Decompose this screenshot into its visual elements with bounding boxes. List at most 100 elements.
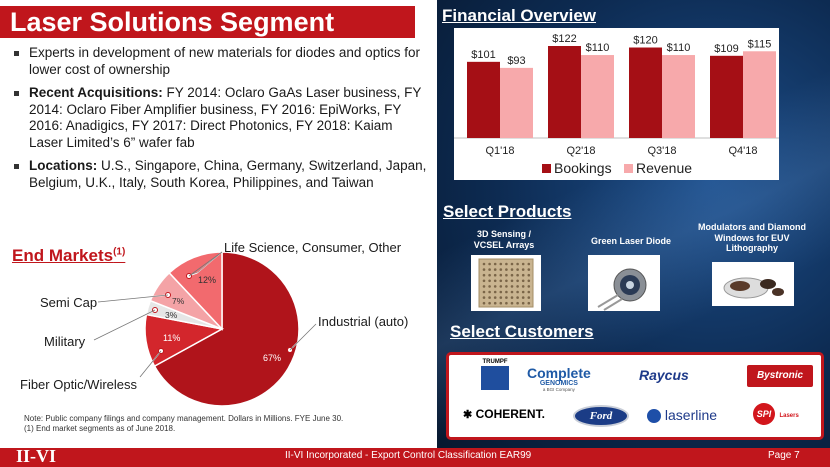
bullet-text: FY 2014: Oclaro GaAs Laser business, FY … bbox=[29, 85, 422, 150]
spi-badge: SPI bbox=[753, 403, 775, 425]
vcsel-emitter bbox=[499, 290, 503, 294]
vcsel-emitter bbox=[521, 301, 525, 305]
vcsel-emitter bbox=[521, 273, 525, 277]
vcsel-emitter bbox=[499, 262, 503, 266]
vcsel-emitter bbox=[527, 262, 531, 266]
vcsel-emitter bbox=[482, 301, 486, 305]
bar-value-label: $93 bbox=[507, 55, 525, 67]
vcsel-emitter bbox=[510, 273, 514, 277]
footer-classification-text: II-VI Incorporated - Export Control Clas… bbox=[285, 450, 532, 461]
legend-industrial: Industrial (auto) bbox=[318, 314, 409, 329]
vcsel-emitter bbox=[527, 301, 531, 305]
vcsel-emitter bbox=[499, 296, 503, 299]
vcsel-emitter bbox=[516, 268, 519, 271]
vcsel-emitter bbox=[521, 268, 525, 271]
vcsel-emitter bbox=[527, 296, 531, 299]
page-title: Laser Solutions Segment bbox=[10, 7, 335, 37]
ford-logo: Ford bbox=[573, 405, 629, 427]
vcsel-emitter bbox=[482, 290, 486, 294]
vcsel-emitter bbox=[516, 296, 519, 299]
vcsel-emitter bbox=[482, 273, 486, 277]
bar-revenue-3 bbox=[743, 51, 776, 138]
vcsel-emitter bbox=[521, 290, 525, 294]
vcsel-emitter bbox=[499, 301, 503, 305]
laserline-circle-icon bbox=[647, 409, 661, 424]
bar-value-label: $120 bbox=[633, 35, 657, 47]
vcsel-emitter bbox=[527, 273, 531, 277]
title-bar: Laser Solutions Segment bbox=[0, 6, 415, 38]
slice-label-life-science: 12% bbox=[198, 275, 216, 285]
footer-bar bbox=[0, 448, 830, 467]
product-label-green-laser: Green Laser Diode bbox=[590, 236, 672, 246]
leader-line bbox=[188, 251, 223, 277]
slice-label-fiber-optic: 11% bbox=[163, 333, 180, 343]
vcsel-emitter bbox=[505, 262, 508, 266]
vcsel-emitter bbox=[505, 296, 508, 299]
vcsel-emitter bbox=[510, 262, 514, 266]
vcsel-emitter bbox=[493, 273, 497, 277]
bgi-subtitle: a BGI Company bbox=[542, 387, 575, 392]
x-tick-label: Q3'18 bbox=[647, 145, 676, 157]
footnote-marker: (1) bbox=[113, 246, 126, 258]
financial-bar-chart: $101 $93 Q1'18 $122 $110 Q2'18 $120 $110 Q3'18 $1… bbox=[454, 33, 779, 176]
customer-logos-box: TRUMPF Complete GENOMICS a BGI Company R… bbox=[446, 352, 824, 440]
slice-label-military: 3% bbox=[165, 310, 178, 320]
pie-slices bbox=[144, 251, 300, 407]
coherent-star-icon: ✱ bbox=[463, 409, 473, 421]
spi-lasers-text: Lasers bbox=[779, 413, 799, 419]
bar-revenue-0 bbox=[500, 67, 533, 138]
bystronic-wordmark: Bystronic bbox=[756, 370, 804, 381]
vcsel-emitter bbox=[521, 296, 525, 299]
vcsel-emitter bbox=[505, 285, 508, 288]
vcsel-emitter bbox=[493, 285, 497, 288]
vcsel-emitter bbox=[499, 273, 503, 277]
vcsel-emitter bbox=[488, 262, 491, 266]
vcsel-emitter bbox=[521, 279, 525, 283]
bar-revenue-1 bbox=[581, 55, 614, 138]
vcsel-emitter bbox=[482, 268, 486, 271]
x-tick-label: Q4'18 bbox=[728, 145, 757, 157]
raycus-logo: Raycus bbox=[639, 367, 689, 383]
bar-bookings-2 bbox=[629, 47, 662, 138]
note-line: (1) End market segments as of June 2018. bbox=[24, 424, 176, 433]
vcsel-emitter bbox=[516, 290, 519, 294]
bullet-text: U.S., Singapore, China, Germany, Switzer… bbox=[29, 158, 427, 190]
vcsel-array-image bbox=[471, 255, 541, 311]
vcsel-emitter bbox=[505, 279, 508, 283]
legend-swatch-bookings bbox=[542, 164, 551, 173]
x-tick-label: Q1'18 bbox=[485, 145, 514, 157]
laserline-wordmark: laserline bbox=[664, 407, 718, 423]
laserline-logo: laserline bbox=[647, 407, 718, 424]
bullet-item: Locations: U.S., Singapore, China, Germa… bbox=[12, 158, 427, 191]
ford-wordmark: Ford bbox=[589, 410, 613, 422]
vcsel-emitter bbox=[527, 279, 531, 283]
leader-line bbox=[139, 350, 162, 378]
select-customers-title: Select Customers bbox=[450, 322, 594, 341]
bar-value-label: $101 bbox=[471, 49, 495, 61]
complete-genomics-logo: Complete GENOMICS a BGI Company bbox=[527, 365, 591, 392]
slice-label-industrial: 67% bbox=[263, 353, 281, 363]
vcsel-emitter bbox=[510, 285, 514, 288]
bullet-text: Experts in development of new materials … bbox=[29, 45, 420, 77]
bar-value-label: $122 bbox=[552, 33, 576, 45]
leader-line bbox=[93, 309, 156, 341]
vcsel-emitter bbox=[516, 273, 519, 277]
vcsel-chip-icon bbox=[478, 258, 534, 308]
ii-vi-logo: II-VI bbox=[16, 446, 57, 466]
vcsel-emitter bbox=[505, 273, 508, 277]
coherent-logo: ✱ COHERENT. bbox=[463, 407, 545, 421]
vcsel-emitter bbox=[527, 268, 531, 271]
vcsel-emitter bbox=[488, 268, 491, 271]
vcsel-emitter bbox=[521, 262, 525, 266]
vcsel-emitter bbox=[488, 301, 491, 305]
vcsel-emitter bbox=[482, 285, 486, 288]
bar-bookings-1 bbox=[548, 46, 581, 138]
vcsel-emitter bbox=[516, 301, 519, 305]
pie-slice-industrial bbox=[153, 251, 300, 407]
leader-line bbox=[289, 323, 317, 351]
legend-label-revenue: Revenue bbox=[636, 160, 692, 176]
product-label-modulators: Modulators and Diamond Windows for EUV L… bbox=[698, 222, 806, 253]
vcsel-emitter bbox=[488, 296, 491, 299]
bar-value-label: $109 bbox=[714, 43, 738, 55]
footnotes: Note: Public company filings and company… bbox=[24, 414, 343, 434]
